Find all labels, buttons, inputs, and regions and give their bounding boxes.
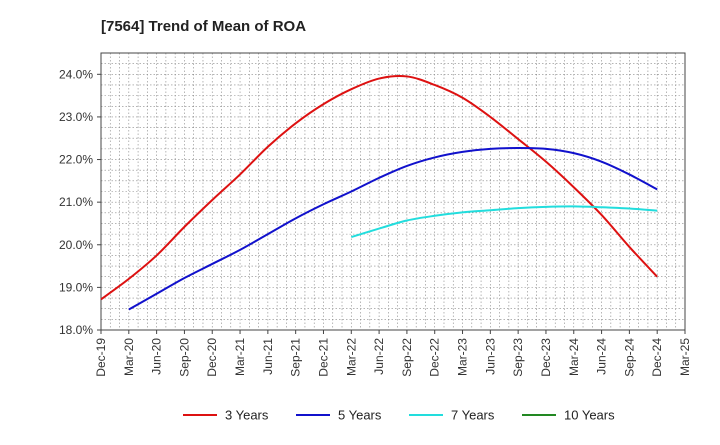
x-axis: Dec-19 Mar-20 Jun-20 Sep-20 Dec-20 Mar-21 Jun-… bbox=[94, 330, 692, 377]
x-tick-label: Dec-21 bbox=[316, 338, 330, 377]
x-tick-label: Sep-23 bbox=[511, 338, 525, 377]
x-tick-label: Jun-22 bbox=[372, 338, 386, 375]
x-tick-label: Dec-19 bbox=[94, 338, 108, 377]
y-tick-label: 19.0% bbox=[59, 280, 93, 294]
series-line-3-years bbox=[100, 75, 658, 301]
legend-label: 3 Years bbox=[225, 408, 269, 423]
y-tick-label: 20.0% bbox=[59, 238, 93, 252]
legend-label: 7 Years bbox=[451, 408, 495, 423]
chart-title: [7564] Trend of Mean of ROA bbox=[101, 18, 306, 35]
x-tick-label: Jun-21 bbox=[261, 338, 275, 375]
x-tick-label: Mar-20 bbox=[122, 338, 136, 376]
x-tick-label: Jun-20 bbox=[150, 338, 164, 375]
series-line-7-years bbox=[350, 205, 658, 239]
x-tick-label: Sep-21 bbox=[289, 338, 303, 377]
y-axis: 18.0% 19.0% 20.0% 21.0% 22.0% 23.0% 24.0% bbox=[59, 67, 101, 337]
legend-label: 10 Years bbox=[564, 408, 615, 423]
x-tick-label: Dec-24 bbox=[650, 338, 664, 377]
plot-border bbox=[100, 52, 686, 331]
x-tick-label: Jun-24 bbox=[595, 338, 609, 375]
x-tick-label: Dec-23 bbox=[539, 338, 553, 377]
y-tick-label: 18.0% bbox=[59, 323, 93, 337]
x-tick-label: Sep-20 bbox=[177, 338, 191, 377]
x-tick-label: Mar-22 bbox=[344, 338, 358, 376]
x-tick-label: Mar-23 bbox=[456, 338, 470, 376]
x-tick-label: Dec-22 bbox=[428, 338, 442, 377]
y-tick-label: 22.0% bbox=[59, 153, 93, 167]
y-tick-label: 24.0% bbox=[59, 67, 93, 81]
x-tick-label: Mar-24 bbox=[567, 338, 581, 376]
x-tick-label: Jun-23 bbox=[483, 338, 497, 375]
y-tick-label: 23.0% bbox=[59, 110, 93, 124]
x-tick-label: Mar-21 bbox=[233, 338, 247, 376]
legend-label: 5 Years bbox=[338, 408, 382, 423]
y-tick-label: 21.0% bbox=[59, 195, 93, 209]
x-tick-label: Sep-24 bbox=[622, 338, 636, 377]
series-lines bbox=[100, 75, 658, 311]
x-tick-label: Sep-22 bbox=[400, 338, 414, 377]
series-line-5-years bbox=[128, 147, 658, 311]
legend: 3 Years 5 Years 7 Years 10 Years bbox=[183, 408, 615, 423]
x-tick-label: Dec-20 bbox=[205, 338, 219, 377]
x-tick-label: Mar-25 bbox=[678, 338, 692, 376]
